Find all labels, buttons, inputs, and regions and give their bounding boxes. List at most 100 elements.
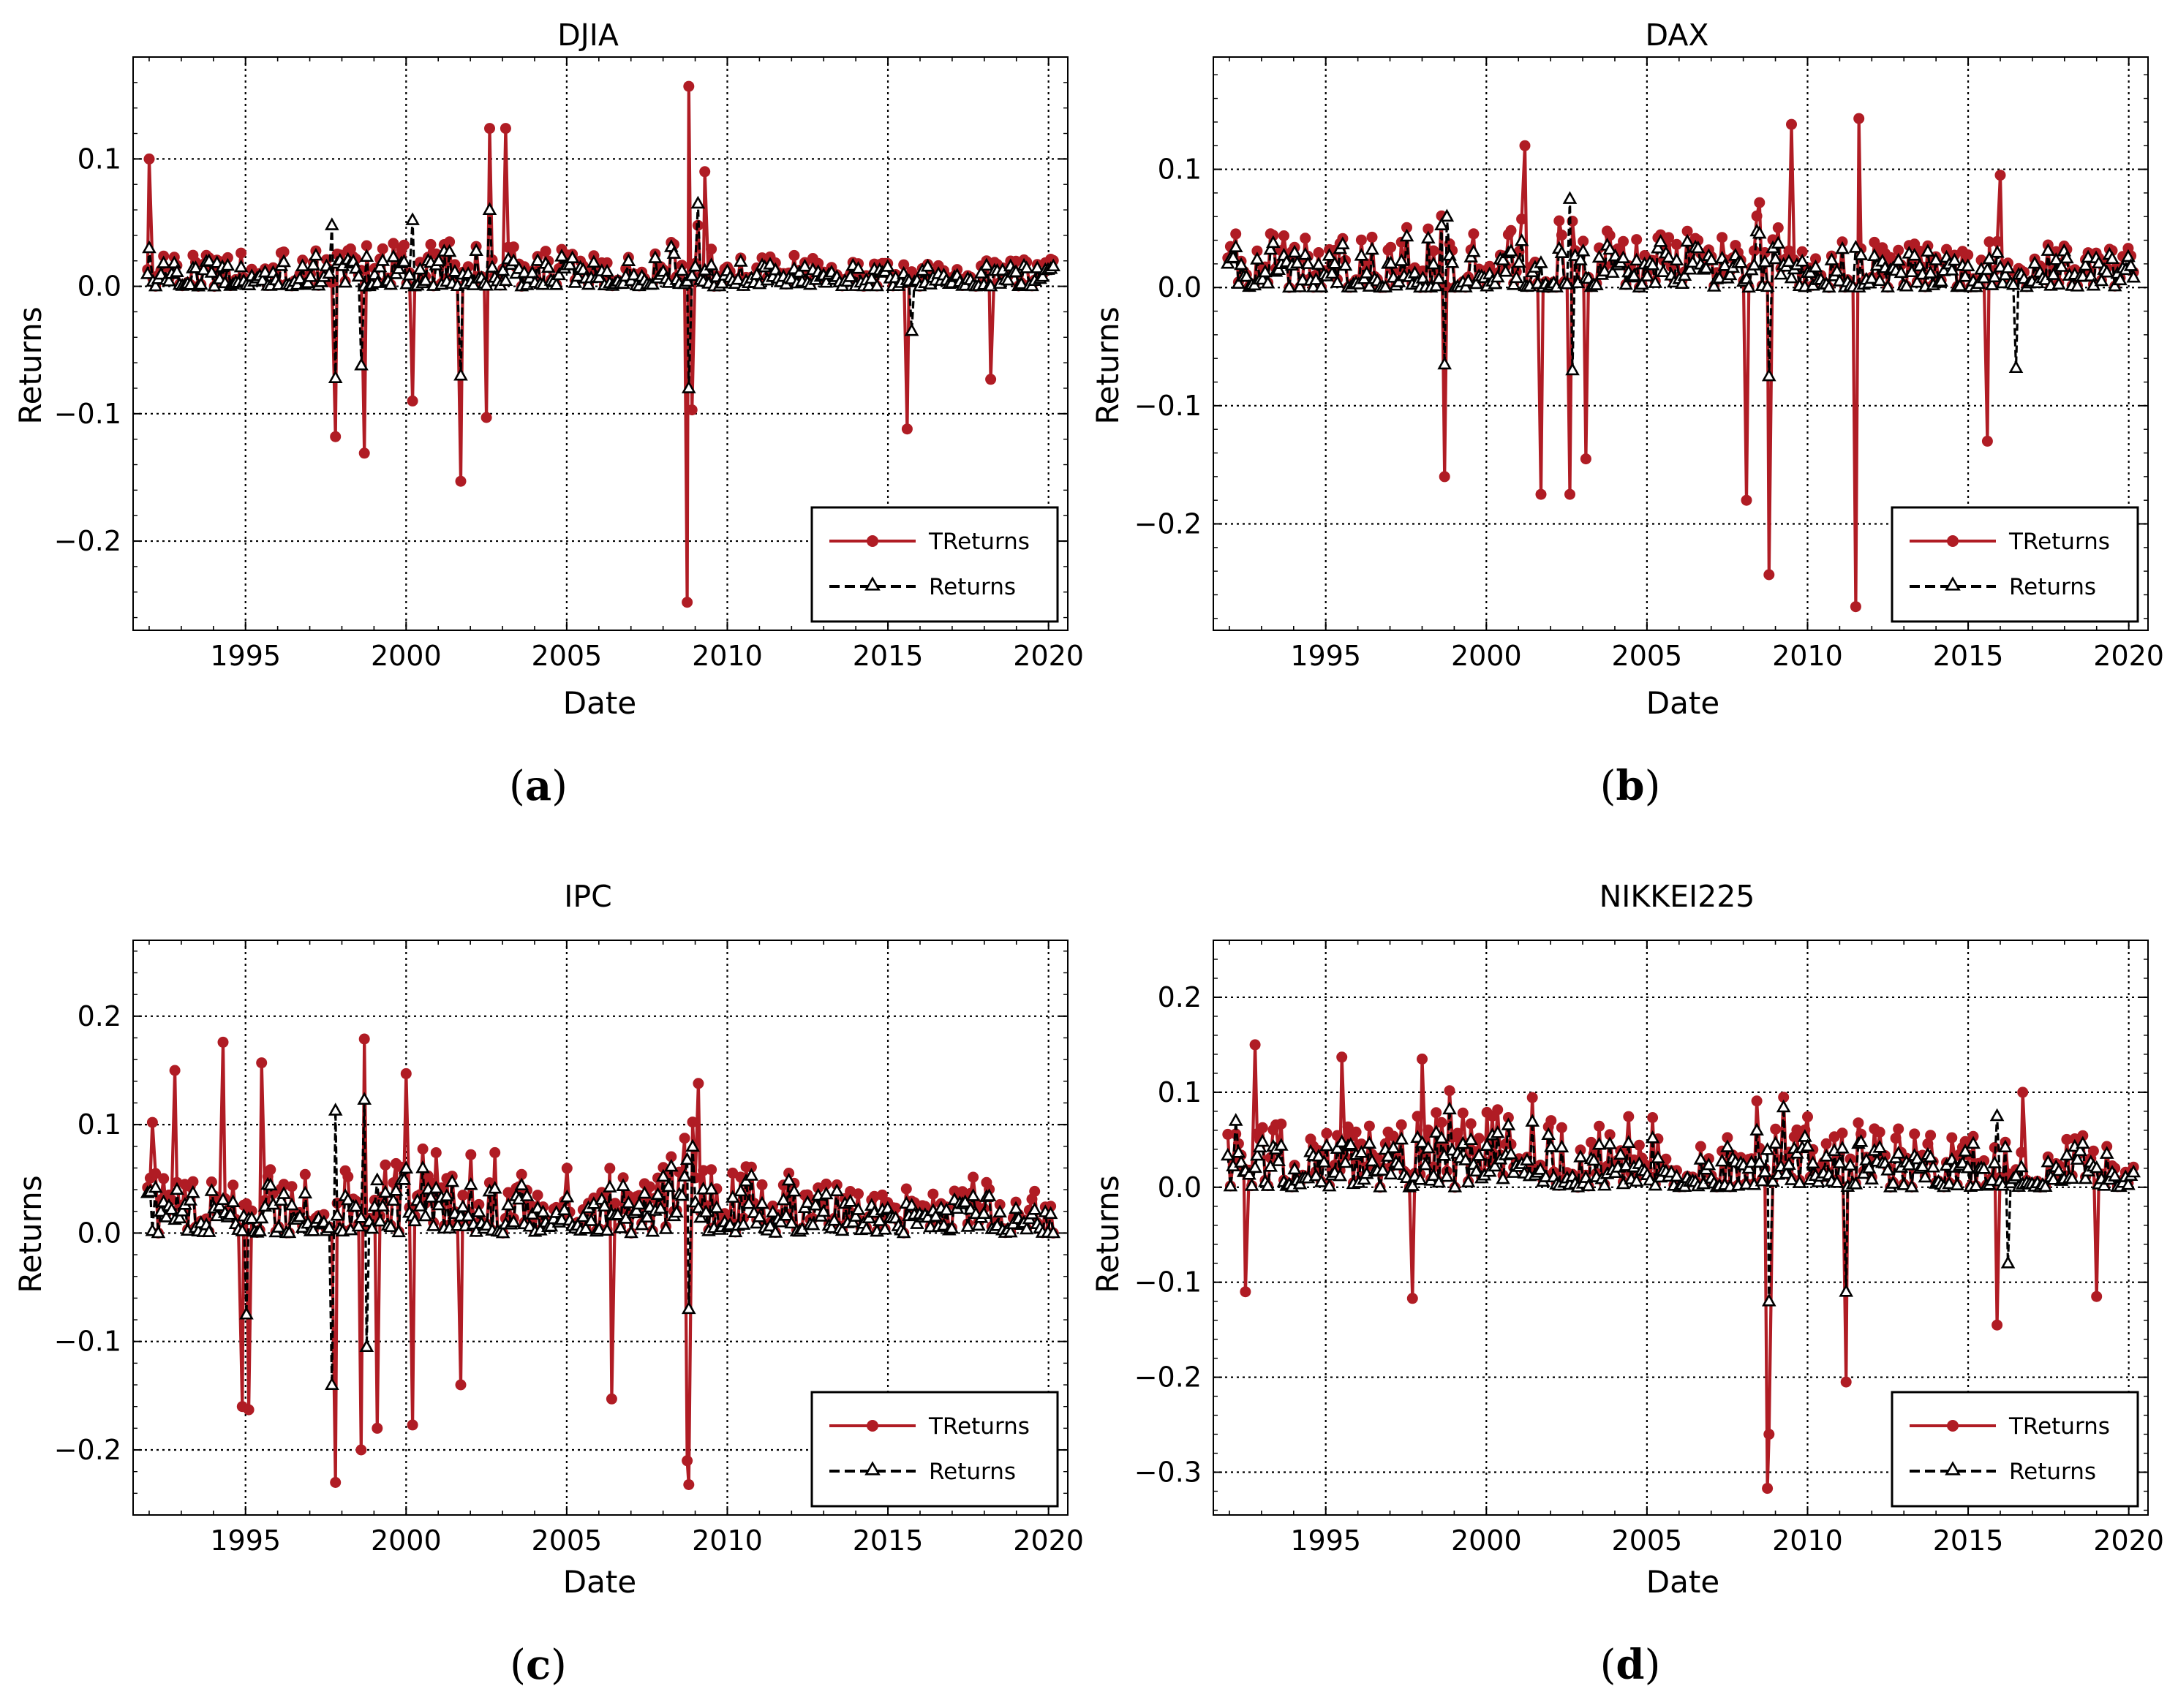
returns-point xyxy=(1250,252,1265,265)
returns-point xyxy=(1488,1158,1502,1172)
treturns-point xyxy=(1962,249,1974,261)
chart-title: DAX xyxy=(1646,18,1709,53)
returns-point xyxy=(432,253,446,266)
returns-point xyxy=(1234,1155,1248,1168)
treturns-point xyxy=(1457,1107,1469,1119)
returns-point xyxy=(271,1220,286,1233)
returns-point xyxy=(383,1219,399,1233)
treturns-point xyxy=(561,1163,573,1174)
returns-point xyxy=(1738,1176,1754,1190)
returns-point xyxy=(1469,1163,1484,1177)
returns-point xyxy=(442,243,457,257)
y-tick-label: −0.2 xyxy=(1134,1361,1202,1394)
treturns-point xyxy=(1786,118,1797,130)
returns-point xyxy=(479,277,494,291)
treturns-point xyxy=(484,123,495,135)
returns-point xyxy=(800,1195,815,1208)
returns-point xyxy=(375,253,391,266)
returns-point xyxy=(463,1176,478,1190)
returns-point xyxy=(1330,275,1345,288)
returns-point xyxy=(1014,276,1029,290)
treturns-point xyxy=(265,1164,276,1176)
returns-point xyxy=(399,276,414,290)
returns-point xyxy=(674,1187,690,1201)
returns-point xyxy=(808,1197,823,1211)
returns-point xyxy=(870,278,884,292)
returns-point xyxy=(581,276,596,290)
returns-point xyxy=(957,1194,973,1208)
returns-point xyxy=(1394,253,1409,266)
returns-point xyxy=(1989,1108,2005,1122)
returns-point xyxy=(469,243,483,256)
treturns-point xyxy=(1564,488,1575,500)
treturns-point xyxy=(1853,113,1865,124)
returns-point xyxy=(570,268,585,282)
returns-point xyxy=(386,249,401,262)
treturns-point xyxy=(1909,1128,1921,1140)
treturns-point xyxy=(457,1190,469,1201)
returns-point xyxy=(1861,1160,1877,1174)
y-tick-label: 0.1 xyxy=(78,143,121,175)
returns-point xyxy=(1496,1171,1510,1184)
treturns-point xyxy=(532,1190,543,1201)
returns-point xyxy=(1757,254,1772,268)
returns-point xyxy=(851,260,866,274)
returns-point xyxy=(1591,249,1607,263)
returns-point xyxy=(1693,1152,1708,1165)
returns-point xyxy=(2038,1179,2053,1193)
treturns-point xyxy=(1751,210,1763,222)
caption-letter: c xyxy=(526,1641,551,1689)
returns-point xyxy=(637,1185,652,1199)
returns-point xyxy=(677,1168,692,1182)
legend-treturns-marker xyxy=(867,1420,878,1432)
treturns-point xyxy=(388,238,399,249)
returns-point xyxy=(1720,1139,1735,1152)
returns-point xyxy=(731,271,745,285)
returns-point xyxy=(257,264,273,278)
returns-point xyxy=(1993,259,2008,273)
treturns-point xyxy=(1604,230,1616,241)
returns-point xyxy=(834,1223,850,1236)
returns-point xyxy=(1289,255,1305,269)
treturns-point xyxy=(1810,253,1821,265)
returns-point xyxy=(2008,1168,2024,1182)
legend-returns-label: Returns xyxy=(2009,574,2096,600)
x-tick-label: 1995 xyxy=(1290,1524,1361,1557)
y-axis-label: Returns xyxy=(1090,1175,1126,1293)
treturns-point xyxy=(1763,1429,1775,1440)
returns-point xyxy=(1274,1138,1289,1151)
legend-treturns-marker xyxy=(1947,1420,1959,1432)
treturns-point xyxy=(187,1176,199,1187)
y-tick-label: −0.1 xyxy=(54,398,121,430)
nikkei225-chart: NIKKEI225 1995 2000 2005 2010 2015 2020 −0.3 −0… xyxy=(1090,879,2164,1689)
returns-point xyxy=(634,1217,649,1231)
series-layer xyxy=(140,80,1061,608)
returns-point xyxy=(1761,368,1776,382)
returns-point xyxy=(1581,1178,1596,1192)
returns-point xyxy=(1447,1179,1463,1193)
treturns-point xyxy=(609,1198,621,1209)
treturns-point xyxy=(698,1165,709,1176)
returns-point xyxy=(1613,1146,1628,1160)
chart-panel-ipc: IPC 1995 2000 2005 2010 2015 2020 −0.2 −0.1 0.0 0… xyxy=(0,854,1089,1708)
returns-point xyxy=(976,1206,992,1220)
y-axis-label: Returns xyxy=(12,1175,48,1293)
treturns-point xyxy=(1749,245,1760,257)
plot-frame xyxy=(132,940,1069,1516)
returns-point xyxy=(2060,250,2074,264)
returns-point xyxy=(979,257,994,271)
returns-point xyxy=(1864,271,1880,284)
returns-point xyxy=(1266,235,1281,249)
returns-point xyxy=(2013,1159,2029,1173)
returns-point xyxy=(388,1182,404,1196)
returns-point xyxy=(1677,268,1692,281)
treturns-point xyxy=(1594,1120,1605,1132)
treturns-point xyxy=(1401,222,1412,233)
treturns-point xyxy=(1473,1133,1485,1144)
treturns-point xyxy=(1762,1483,1774,1494)
returns-point xyxy=(1226,249,1240,263)
returns-point xyxy=(1573,1149,1588,1163)
returns-point xyxy=(148,278,163,292)
chart-panel-djia: DJIA 1995 2000 2005 2010 2015 2020 −0.2 −0.1 0.0… xyxy=(0,0,1089,854)
returns-point xyxy=(1375,1163,1390,1176)
